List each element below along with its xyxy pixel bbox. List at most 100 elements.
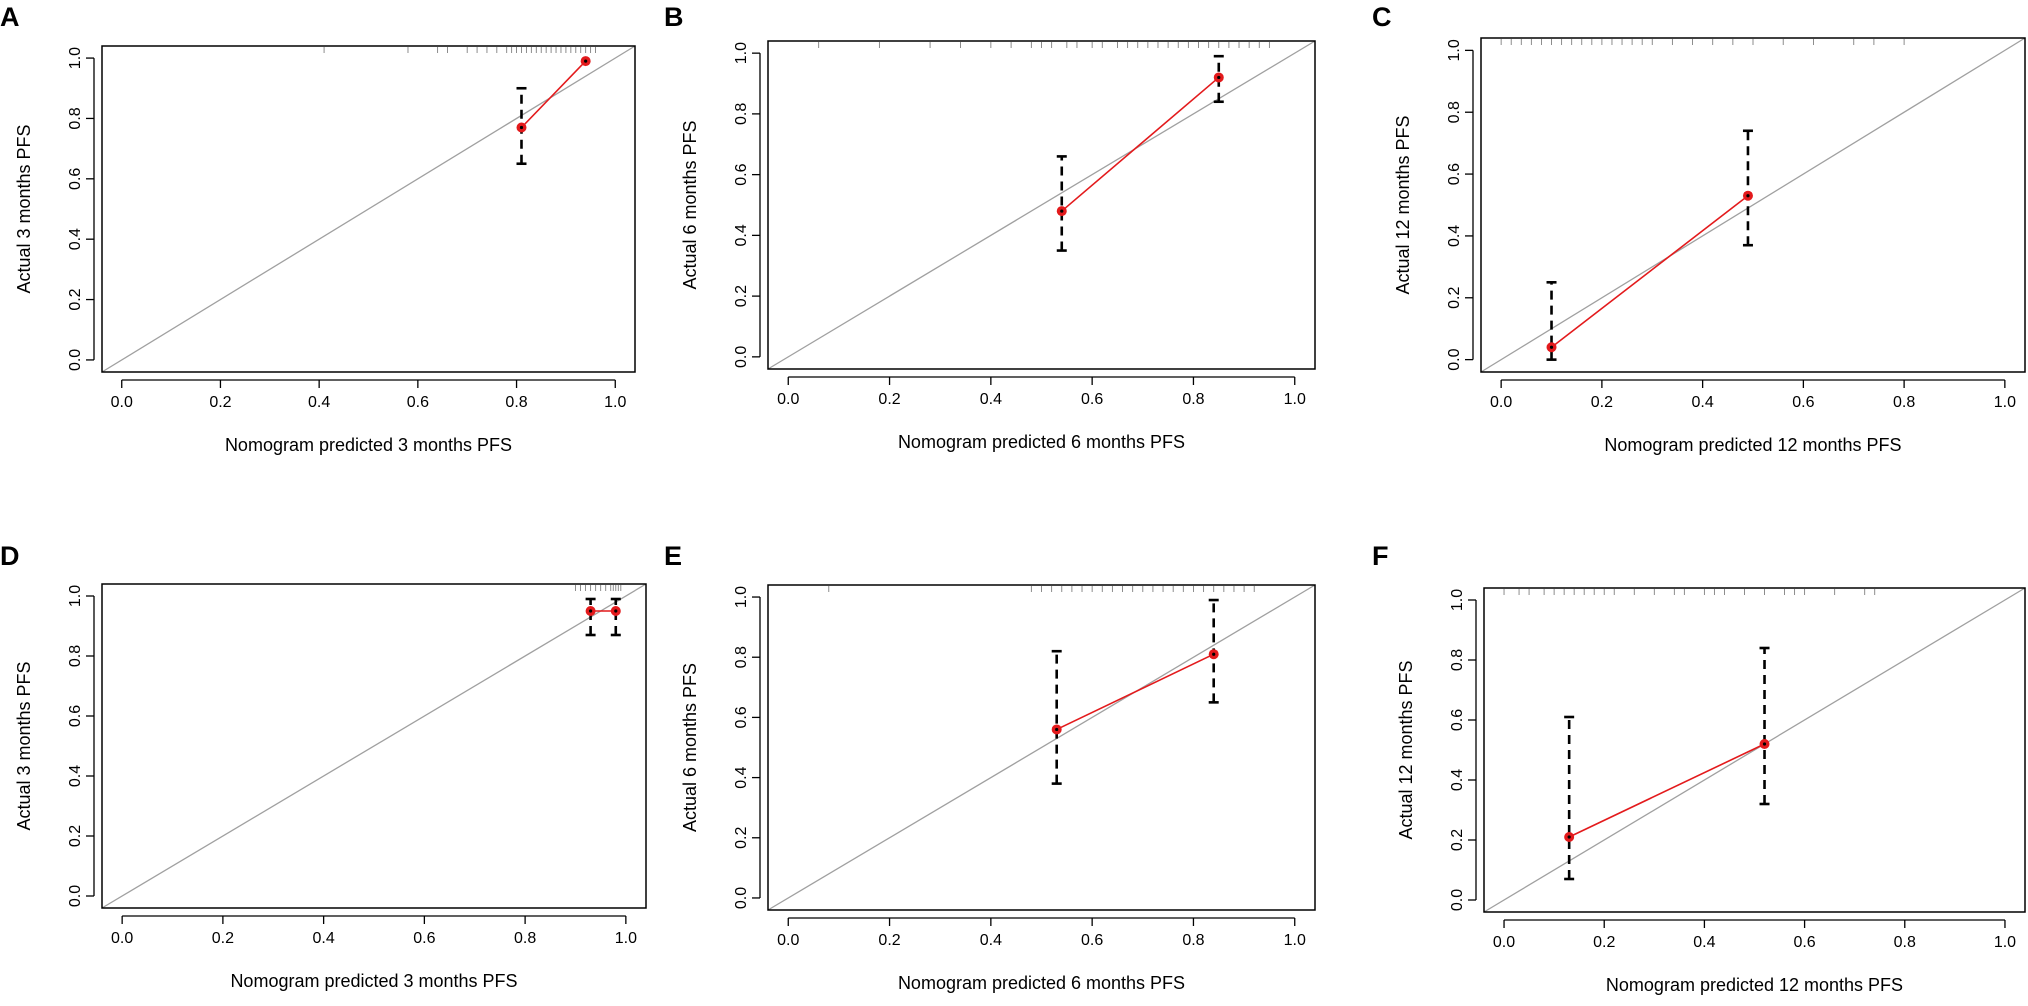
x-tick-label-d: 0.0 — [111, 930, 133, 947]
y-tick-label-b: 0.0 — [733, 346, 750, 368]
panel-b: B 0.0 0.2 0.4 0.6 0.8 1.0 0.0 0.2 0.4 0.6 0.8 1.0 Nom… — [664, 2, 1316, 452]
x-axis-title-b: Nomogram predicted 6 months PFS — [898, 432, 1185, 452]
data-point-center-a-1 — [519, 125, 524, 130]
y-tick-label-c: 0.8 — [1446, 101, 1463, 123]
y-tick-label-f: 0.0 — [1449, 889, 1466, 911]
rug-d — [575, 585, 622, 591]
y-tick-label-b: 0.8 — [733, 103, 750, 125]
y-axis-title-a: Actual 3 months PFS — [14, 124, 34, 293]
x-tick-label-b: 1.0 — [1284, 391, 1306, 408]
y-axis-title-e: Actual 6 months PFS — [680, 663, 700, 832]
reference-diagonal-e — [767, 584, 1316, 911]
x-tick-label-d: 0.6 — [413, 930, 435, 947]
y-tick-label-a: 0.0 — [67, 349, 84, 371]
x-tick-label-b: 0.4 — [980, 391, 1002, 408]
y-tick-label-c: 0.6 — [1446, 163, 1463, 185]
y-tick-label-a: 0.4 — [67, 228, 84, 250]
x-tick-label-a: 0.0 — [111, 394, 133, 411]
x-tick-label-f: 0.2 — [1593, 934, 1615, 951]
x-tick-label-c: 0.0 — [1490, 394, 1512, 411]
data-point-center-d-1 — [588, 609, 593, 613]
x-axis-title-a: Nomogram predicted 3 months PFS — [225, 435, 512, 455]
x-tick-label-d: 1.0 — [615, 930, 637, 947]
y-axis-title-b: Actual 6 months PFS — [680, 120, 700, 289]
panel-e: E 0.0 0.2 0.4 0.6 0.8 1.0 0.0 0.2 0.4 0.6 0.8 1.0 Nom… — [664, 541, 1316, 993]
reference-diagonal-a — [101, 45, 636, 373]
y-tick-label-b: 0.4 — [733, 224, 750, 246]
panel-a: A 0.0 0.2 0.4 0.6 0.8 1.0 0.0 0.2 0.4 0.6 0.8 1.0 Nom… — [0, 2, 636, 455]
data-point-center-b-1 — [1060, 209, 1064, 213]
x-tick-label-f: 1.0 — [1994, 934, 2016, 951]
plot-frame-e — [767, 584, 1316, 911]
rug-e — [828, 586, 1255, 592]
y-tick-label-f: 0.4 — [1449, 769, 1466, 791]
y-tick-label-c: 0.0 — [1446, 348, 1463, 370]
x-axis-title-e: Nomogram predicted 6 months PFS — [898, 973, 1185, 993]
y-tick-label-a: 0.6 — [67, 168, 84, 190]
plot-frame-f — [1483, 587, 2026, 913]
x-axis-title-f: Nomogram predicted 12 months PFS — [1606, 975, 1903, 995]
calibration-line-e — [1056, 653, 1215, 731]
y-tick-label-e: 0.2 — [733, 827, 750, 849]
panel-d: D 0.0 0.2 0.4 0.6 0.8 1.0 0.0 0.2 0.4 0.6 0.8 1.0 Nom… — [0, 541, 647, 991]
y-tick-label-d: 0.8 — [67, 645, 84, 667]
panel-f: F 0.0 0.2 0.4 0.6 0.8 1.0 0.0 0.2 0.4 0.6 0.8 1.0 Nom… — [1372, 541, 2026, 995]
y-tick-label-c: 1.0 — [1446, 39, 1463, 61]
rug-f — [1503, 589, 1876, 595]
x-tick-label-c: 0.8 — [1893, 394, 1915, 411]
panel-letter-d: D — [0, 541, 20, 571]
reference-diagonal-f — [1483, 587, 2026, 913]
y-tick-label-f: 1.0 — [1449, 589, 1466, 611]
panel-letter-a: A — [0, 2, 20, 32]
x-tick-label-e: 0.6 — [1081, 932, 1103, 949]
x-tick-label-e: 0.0 — [777, 932, 799, 949]
y-tick-label-b: 0.6 — [733, 163, 750, 185]
y-tick-label-e: 0.0 — [733, 887, 750, 909]
x-tick-label-a: 0.6 — [407, 394, 429, 411]
y-tick-label-d: 1.0 — [67, 585, 84, 607]
plot-frame-b — [767, 40, 1316, 370]
y-tick-label-f: 0.8 — [1449, 649, 1466, 671]
rug-b — [818, 42, 1270, 48]
x-tick-label-e: 1.0 — [1284, 932, 1306, 949]
x-tick-label-e: 0.8 — [1182, 932, 1204, 949]
y-tick-label-d: 0.6 — [67, 705, 84, 727]
x-tick-label-f: 0.4 — [1693, 934, 1715, 951]
x-tick-label-c: 0.6 — [1792, 394, 1814, 411]
y-tick-label-f: 0.2 — [1449, 829, 1466, 851]
calibration-line-f — [1568, 743, 1765, 838]
x-tick-label-d: 0.2 — [212, 930, 234, 947]
reference-diagonal-b — [767, 40, 1316, 370]
calibration-line-a — [520, 60, 587, 129]
data-point-center-a-2 — [584, 59, 588, 63]
y-tick-label-c: 0.4 — [1446, 225, 1463, 247]
x-tick-label-b: 0.2 — [878, 391, 900, 408]
x-tick-label-e: 0.2 — [878, 932, 900, 949]
calibration-line-b — [1061, 76, 1220, 212]
x-tick-label-c: 1.0 — [1994, 394, 2016, 411]
y-axis-title-f: Actual 12 months PFS — [1396, 660, 1416, 839]
y-tick-label-b: 0.2 — [733, 285, 750, 307]
panel-letter-e: E — [664, 541, 682, 571]
y-tick-label-d: 0.0 — [67, 885, 84, 907]
y-tick-label-e: 0.4 — [733, 766, 750, 788]
y-tick-label-a: 0.8 — [67, 107, 84, 129]
rug-a — [323, 47, 596, 53]
x-tick-label-f: 0.8 — [1894, 934, 1916, 951]
x-tick-label-c: 0.4 — [1692, 394, 1714, 411]
plot-frame-a — [101, 45, 636, 373]
x-tick-label-f: 0.0 — [1493, 934, 1515, 951]
y-tick-label-e: 1.0 — [733, 586, 750, 608]
panel-letter-c: C — [1372, 2, 1392, 32]
x-tick-label-a: 0.8 — [505, 394, 527, 411]
x-tick-label-a: 0.2 — [209, 394, 231, 411]
x-tick-label-a: 1.0 — [604, 394, 626, 411]
panel-letter-f: F — [1372, 541, 1389, 571]
data-point-center-b-2 — [1217, 75, 1221, 80]
reference-diagonal-c — [1480, 37, 2026, 373]
y-tick-label-b: 1.0 — [733, 42, 750, 64]
y-tick-label-f: 0.6 — [1449, 709, 1466, 731]
data-point-center-f-1 — [1567, 835, 1571, 839]
data-point-center-c-1 — [1549, 345, 1554, 349]
